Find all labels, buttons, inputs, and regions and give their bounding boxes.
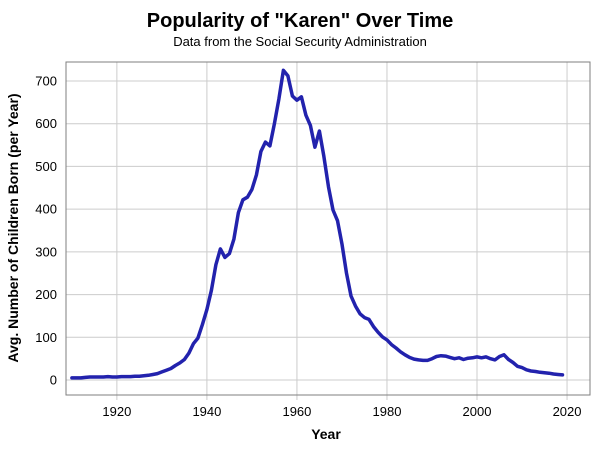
plot-area: 0 100 200 300 400 500 600 700 1920 1940 1960 1980 20…	[35, 61, 591, 419]
y-tick-label: 700	[35, 74, 57, 89]
y-tick-label: 500	[35, 159, 57, 174]
y-tick-label: 400	[35, 202, 57, 217]
x-axis-label: Year	[311, 426, 341, 442]
y-tick-label: 200	[35, 287, 57, 302]
plot-background	[66, 62, 590, 395]
plot-border	[65, 61, 591, 396]
data-line-karen	[70, 68, 565, 380]
chart-title: Popularity of "Karen" Over Time	[147, 10, 453, 32]
x-tick-label: 1960	[282, 404, 311, 419]
chart-subtitle: Data from the Social Security Administra…	[173, 34, 427, 49]
y-tick-label: 100	[35, 330, 57, 345]
y-axis-label: Avg. Number of Children Born (per Year)	[5, 93, 21, 362]
y-tick-label: 0	[50, 373, 57, 388]
x-tick-label: 1940	[192, 404, 221, 419]
x-tick-label: 2020	[553, 404, 582, 419]
y-tick-label: 600	[35, 116, 57, 131]
y-tick-label: 300	[35, 244, 57, 259]
x-tick-label: 1920	[102, 404, 131, 419]
x-tick-label: 1980	[373, 404, 402, 419]
x-tick-label: 2000	[463, 404, 492, 419]
